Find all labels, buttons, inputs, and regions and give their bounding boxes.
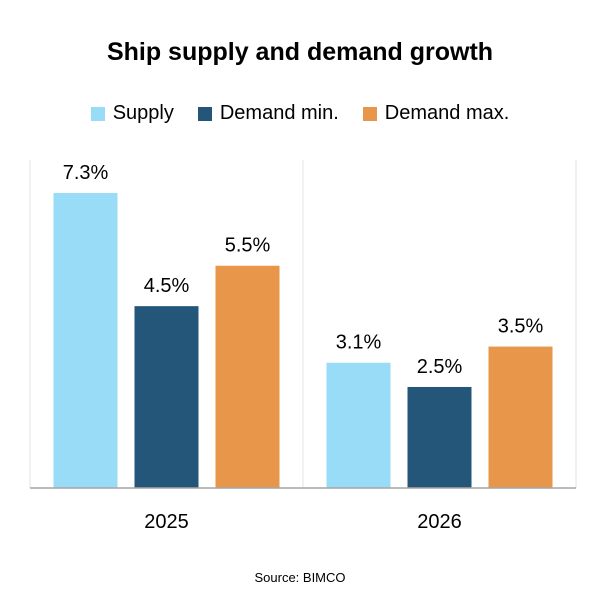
- bar-2025-0: [53, 193, 118, 488]
- legend-swatch-1: [197, 106, 212, 121]
- legend-label-2: Demand max.: [384, 102, 510, 124]
- legend-swatch-2: [362, 106, 377, 121]
- bar-2026-0: [326, 362, 391, 488]
- source-note: Source: BIMCO: [254, 570, 346, 585]
- legend-item-1: Demand min.: [197, 102, 339, 125]
- x-tick-label-1: 2026: [417, 511, 462, 533]
- data-label-2025-0: 7.3%: [63, 162, 109, 184]
- legend-item-0: Supply: [90, 102, 174, 125]
- data-label-2026-2: 3.5%: [498, 316, 544, 338]
- legend-label-1: Demand min.: [219, 102, 339, 124]
- data-label-2026-0: 3.1%: [336, 332, 382, 354]
- legend: Supply Demand min. Demand max.: [0, 102, 600, 125]
- legend-label-0: Supply: [112, 102, 174, 124]
- data-label-2025-1: 4.5%: [144, 275, 190, 297]
- bar-2025-2: [215, 265, 280, 488]
- bar-2026-1: [407, 386, 472, 488]
- data-label-2025-2: 5.5%: [225, 235, 271, 257]
- legend-swatch-0: [90, 106, 105, 121]
- bar-2026-2: [488, 346, 553, 488]
- data-label-2026-1: 2.5%: [417, 356, 463, 378]
- bar-2025-1: [134, 306, 199, 488]
- chart-title: Ship supply and demand growth: [106, 38, 494, 66]
- legend-item-2: Demand max.: [362, 102, 510, 125]
- x-tick-label-0: 2025: [144, 511, 189, 533]
